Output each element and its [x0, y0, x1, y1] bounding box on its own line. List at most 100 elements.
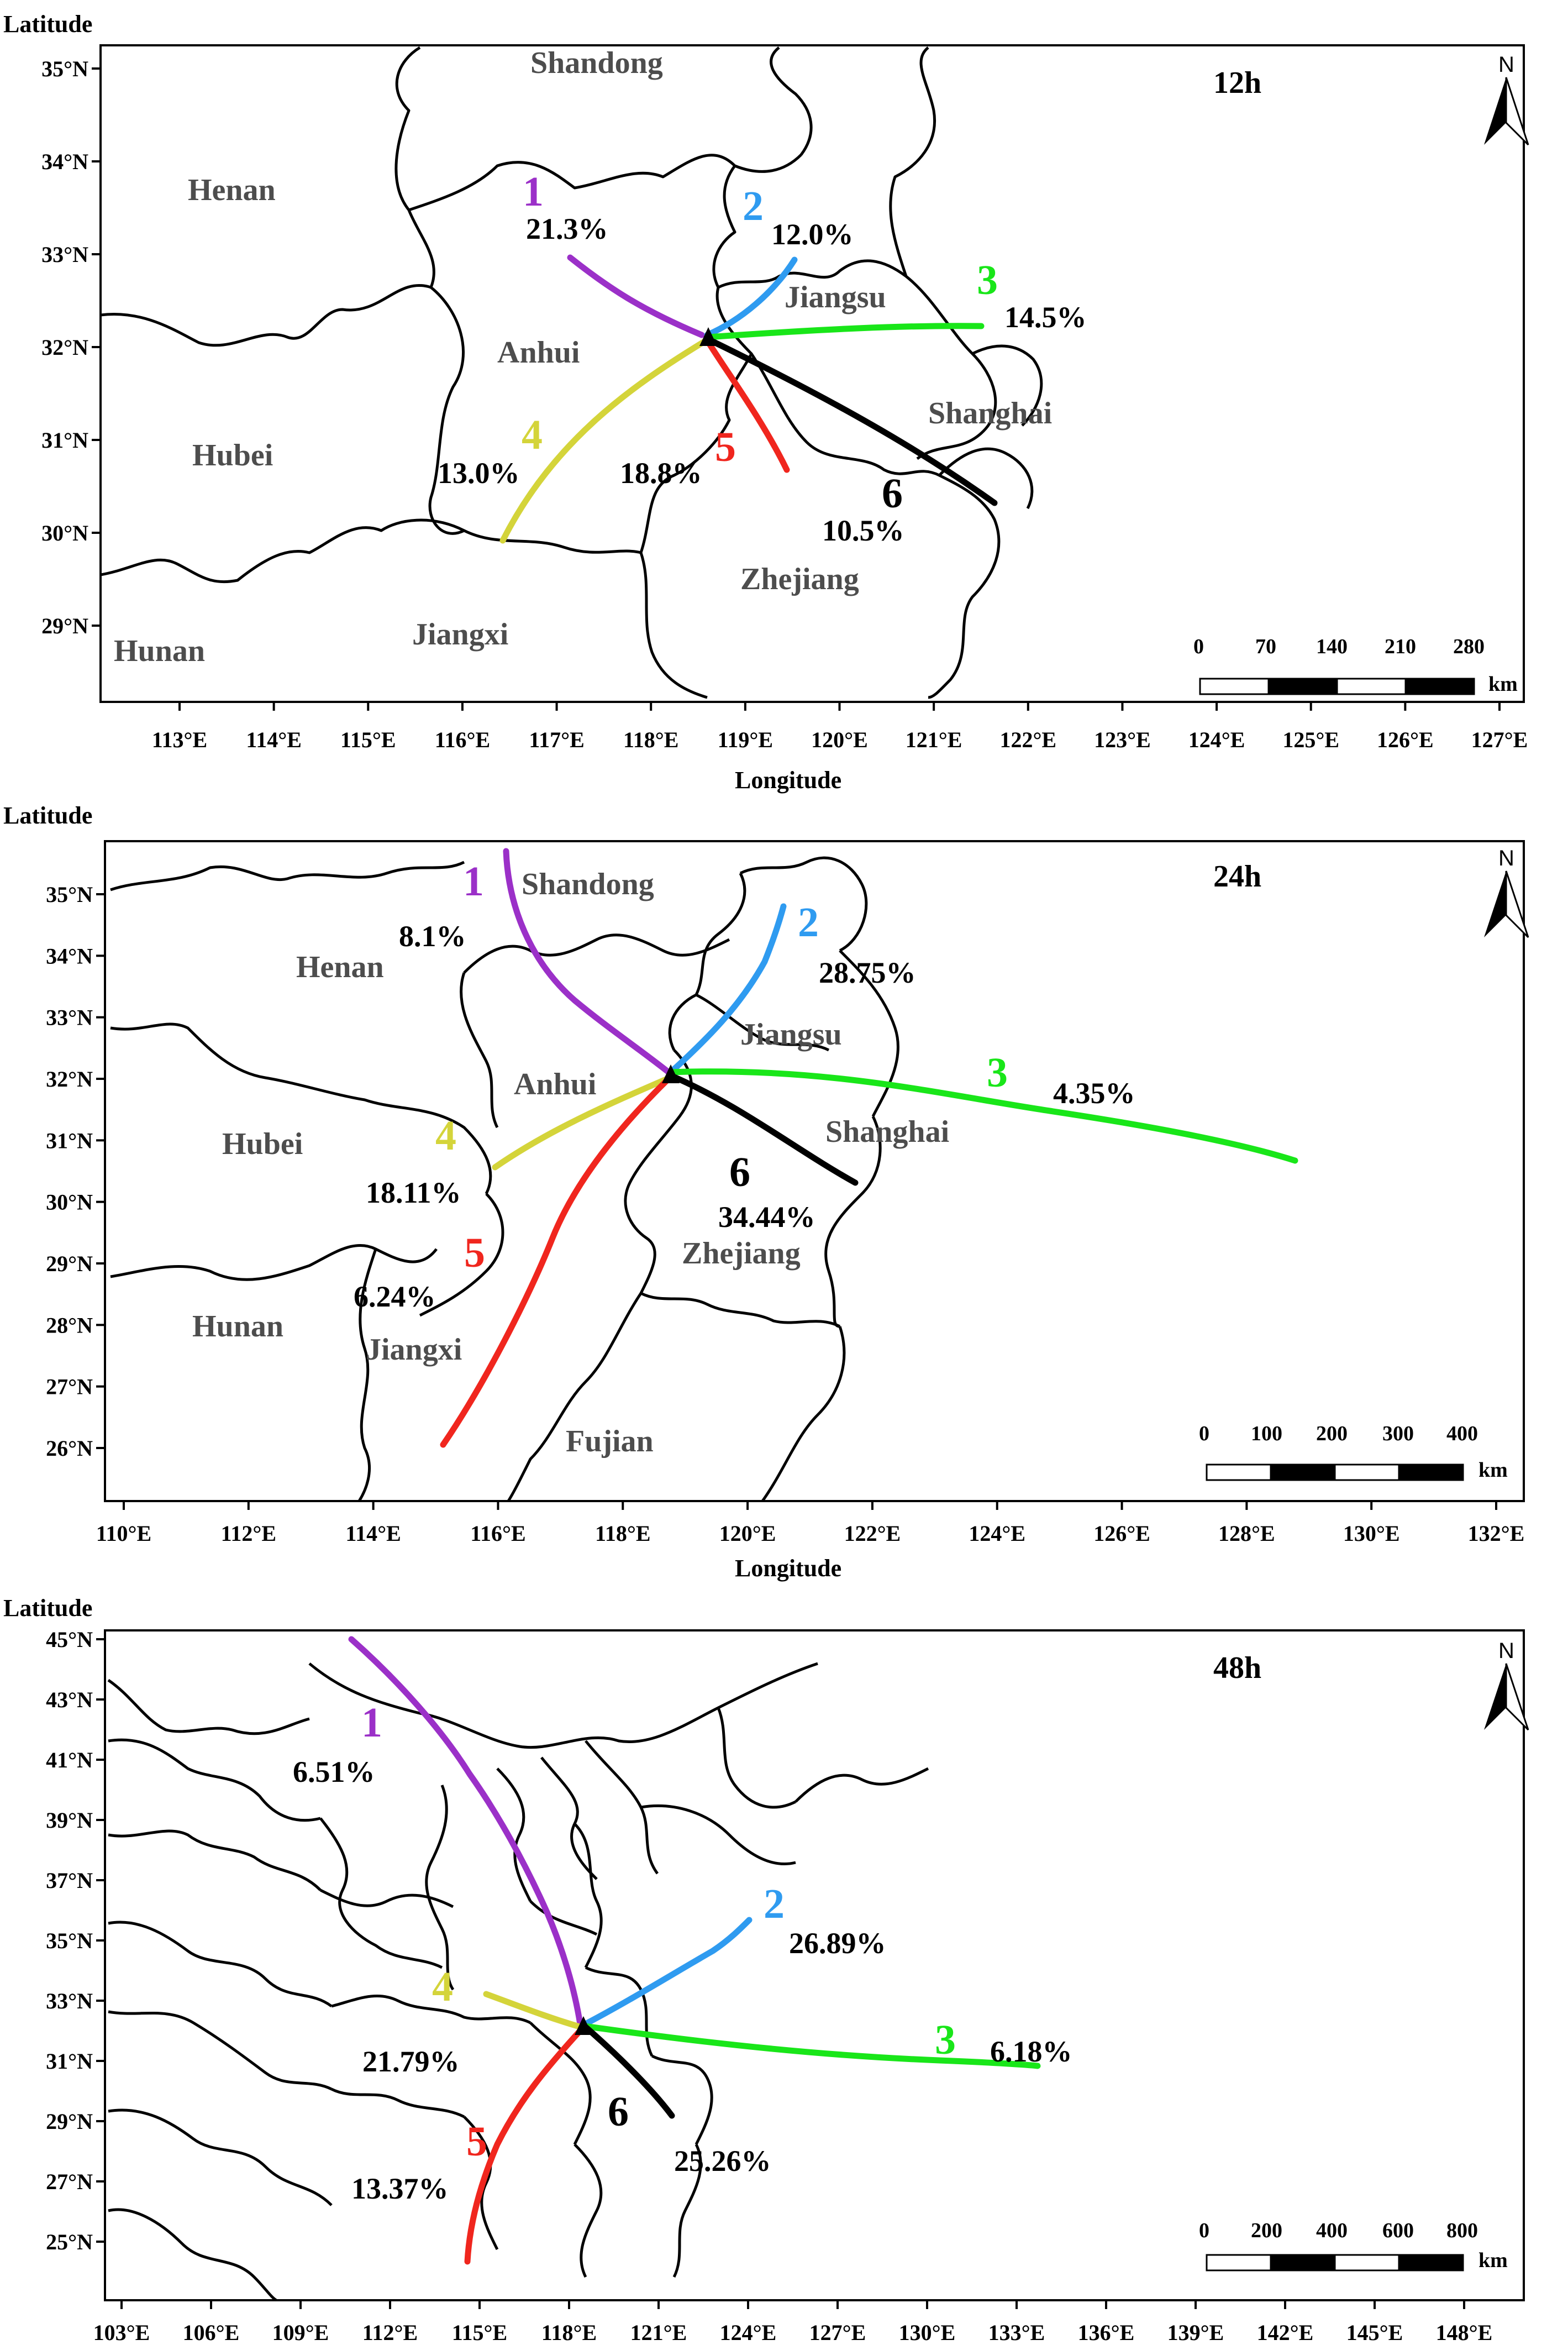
province-labels: Shandong Henan Jiangsu Anhui Hubei Shang… — [114, 46, 1052, 668]
route-3-line — [705, 323, 985, 340]
province-label: Jiangxi — [412, 617, 508, 652]
route-number: 5 — [715, 424, 736, 470]
route-6-line — [705, 336, 998, 506]
north-arrow-icon: N — [1484, 1639, 1529, 1731]
forecast-hour-label: 48h — [1213, 1651, 1261, 1685]
x-tick-label: 145°E — [1346, 2320, 1403, 2345]
route-percent: 6.24% — [354, 1280, 436, 1313]
x-tick-label: 139°E — [1167, 2320, 1224, 2345]
panel-48h: Latitude — [3, 1594, 1529, 2345]
province-label: Fujian — [566, 1424, 654, 1459]
route-percent: 6.18% — [990, 2035, 1072, 2068]
svg-text:280: 280 — [1453, 635, 1485, 658]
route-number: 2 — [743, 183, 764, 229]
y-tick-label: 35°N — [46, 882, 93, 907]
trajectories — [348, 1636, 1041, 2265]
x-tick-label: 109°E — [272, 2320, 329, 2345]
svg-text:140: 140 — [1316, 635, 1348, 658]
x-tick-label: 142°E — [1257, 2320, 1314, 2345]
x-tick-label: 103°E — [93, 2320, 150, 2345]
province-borders — [100, 46, 1043, 699]
route-labels: 1 6.51% 2 26.89% 3 6.18% 4 21.79% 5 13.3… — [293, 1699, 1072, 2205]
y-tick-label: 41°N — [46, 1748, 93, 1772]
route-5-line — [464, 2025, 586, 2265]
svg-text:0: 0 — [1199, 2219, 1209, 2242]
x-tick-label: 116°E — [435, 727, 490, 752]
x-tick-label: 126°E — [1093, 1521, 1150, 1546]
y-tick-label: 28°N — [46, 1313, 93, 1337]
route-number: 1 — [463, 858, 484, 905]
x-tick-label: 118°E — [595, 1521, 650, 1546]
route-2-line — [667, 903, 787, 1076]
y-tick-label: 29°N — [46, 2109, 93, 2134]
y-axis-ticks: 35°N 34°N 33°N 32°N 31°N 30°N 29°N 28°N 27°N 26°N — [46, 882, 105, 1461]
route-2-line — [704, 256, 798, 338]
x-tick-label: 133°E — [988, 2320, 1045, 2345]
y-tick-label: 39°N — [46, 1808, 93, 1833]
x-tick-label: 123°E — [1094, 727, 1151, 752]
x-tick-label: 118°E — [623, 727, 678, 752]
x-tick-label: 117°E — [529, 727, 584, 752]
y-tick-label: 43°N — [46, 1687, 93, 1712]
route-number: 3 — [987, 1050, 1008, 1096]
route-1-line — [503, 848, 672, 1076]
province-label: Henan — [296, 950, 384, 984]
y-axis-ticks: 35°N 34°N 33°N 32°N 31°N 30°N 29°N — [41, 56, 101, 638]
route-percent: 21.79% — [362, 2045, 460, 2078]
x-tick-label: 106°E — [183, 2320, 240, 2345]
trajectories — [440, 848, 1298, 1448]
x-tick-label: 127°E — [809, 2320, 866, 2345]
longitude-title: Longitude — [735, 1555, 841, 1582]
x-tick-label: 124°E — [969, 1521, 1025, 1546]
x-tick-label: 112°E — [362, 2320, 418, 2345]
trajectories — [499, 254, 998, 544]
route-percent: 12.0% — [771, 218, 854, 251]
x-tick-label: 113°E — [152, 727, 207, 752]
x-tick-label: 126°E — [1377, 727, 1434, 752]
panel-12h: Latitude Shandong Henan Jiangsu Anhui Hu… — [3, 11, 1529, 794]
route-number: 4 — [432, 1964, 453, 2010]
x-tick-label: 120°E — [811, 727, 868, 752]
y-tick-label: 26°N — [46, 1436, 93, 1461]
route-3-line — [667, 1068, 1298, 1164]
x-tick-label: 121°E — [630, 2320, 687, 2345]
svg-text:0: 0 — [1199, 1422, 1209, 1445]
map-frame — [104, 840, 1525, 1502]
province-label: Hubei — [192, 438, 273, 473]
map-frame — [104, 1629, 1525, 2301]
route-number: 4 — [435, 1113, 456, 1159]
route-4-line — [499, 337, 709, 544]
x-tick-label: 120°E — [719, 1521, 776, 1546]
x-tick-label: 148°E — [1436, 2320, 1493, 2345]
route-percent: 21.3% — [526, 212, 608, 245]
x-tick-label: 136°E — [1078, 2320, 1135, 2345]
route-number: 1 — [361, 1699, 382, 1746]
x-tick-label: 130°E — [899, 2320, 956, 2345]
route-number: 3 — [935, 2017, 956, 2063]
x-tick-label: 115°E — [340, 727, 396, 752]
route-percent: 18.11% — [366, 1176, 461, 1209]
route-6-line — [581, 2023, 675, 2119]
x-tick-label: 127°E — [1471, 727, 1528, 752]
route-labels: 1 21.3% 2 12.0% 3 14.5% 4 13.0% 5 18.8% … — [438, 169, 1087, 547]
route-6-line — [667, 1072, 859, 1186]
route-number: 6 — [882, 470, 903, 517]
route-percent: 4.35% — [1053, 1077, 1135, 1110]
x-tick-label: 114°E — [246, 727, 301, 752]
province-label: Shanghai — [825, 1115, 949, 1149]
svg-text:600: 600 — [1382, 2219, 1414, 2242]
x-tick-label: 110°E — [96, 1521, 151, 1546]
province-label: Zhejiang — [740, 562, 859, 596]
svg-text:N: N — [1498, 53, 1514, 77]
route-percent: 26.89% — [789, 1927, 886, 1960]
route-number: 2 — [798, 899, 819, 946]
svg-text:100: 100 — [1251, 1422, 1282, 1445]
province-label: Anhui — [514, 1067, 596, 1101]
route-percent: 10.5% — [822, 514, 904, 547]
route-percent: 28.75% — [819, 956, 916, 989]
y-tick-label: 31°N — [46, 1128, 93, 1153]
latitude-title: Latitude — [3, 1594, 92, 1622]
x-tick-label: 112°E — [221, 1521, 276, 1546]
x-axis-ticks: 110°E 112°E 114°E 116°E 118°E 120°E 122°E 124°E… — [96, 1501, 1525, 1546]
x-tick-label: 132°E — [1468, 1521, 1525, 1546]
